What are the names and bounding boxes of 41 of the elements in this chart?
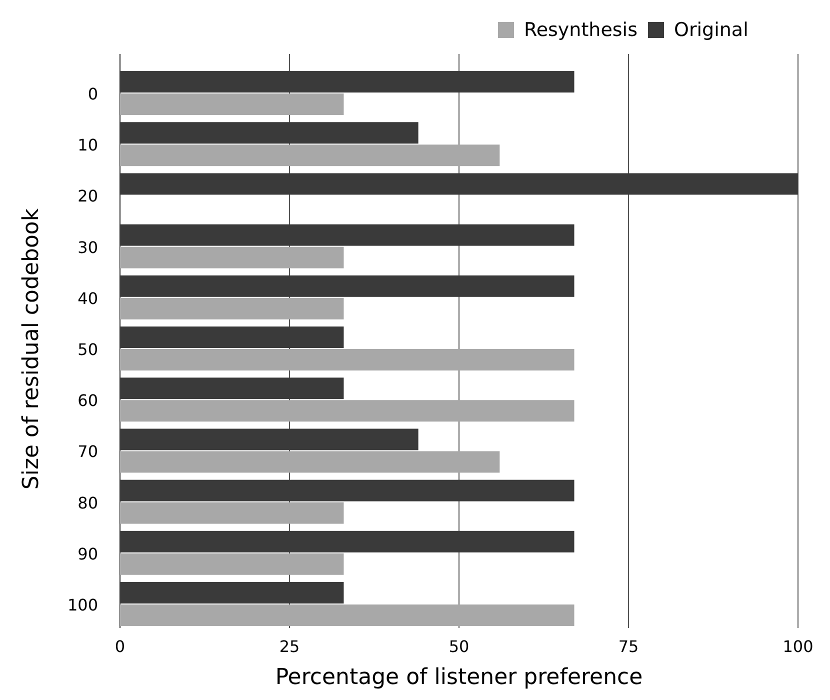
bar xyxy=(120,275,574,297)
y-tick-label: 100 xyxy=(67,595,98,614)
bar xyxy=(120,553,344,575)
bar xyxy=(120,326,344,348)
bar xyxy=(120,480,574,502)
x-tick-label: 75 xyxy=(618,637,639,656)
bar xyxy=(120,94,344,115)
bar xyxy=(120,428,418,450)
bar xyxy=(120,502,344,524)
bar xyxy=(120,451,500,473)
x-tick-label: 0 xyxy=(114,637,126,656)
bar xyxy=(120,224,574,246)
y-tick-label: 70 xyxy=(78,442,98,462)
bar xyxy=(120,349,574,370)
x-axis-title: Percentage of listener preference xyxy=(275,665,643,690)
bar xyxy=(120,400,574,422)
y-tick-label: 30 xyxy=(78,238,98,257)
x-tick-label: 50 xyxy=(448,637,470,656)
bar xyxy=(120,530,574,552)
bar xyxy=(120,173,798,195)
bar xyxy=(120,144,500,166)
legend-label: Resynthesis xyxy=(524,19,638,41)
bar xyxy=(120,604,574,626)
bar xyxy=(120,246,344,268)
bar xyxy=(120,298,344,320)
y-tick-label: 40 xyxy=(78,288,98,308)
legend-label: Original xyxy=(674,19,748,41)
bar xyxy=(120,122,418,144)
y-tick-label: 60 xyxy=(78,391,98,410)
bar xyxy=(120,582,344,604)
bar xyxy=(120,71,574,93)
bar xyxy=(120,378,344,400)
y-tick-label: 0 xyxy=(88,84,98,104)
y-tick-label: 80 xyxy=(78,493,98,512)
y-tick-label: 10 xyxy=(78,136,98,155)
x-tick-label: 25 xyxy=(279,637,300,656)
x-tick-label: 100 xyxy=(782,637,814,656)
y-tick-label: 20 xyxy=(78,186,98,206)
y-axis-title: Size of residual codebook xyxy=(19,208,44,490)
y-tick-label: 50 xyxy=(78,340,98,359)
y-tick-label: 90 xyxy=(78,544,98,564)
